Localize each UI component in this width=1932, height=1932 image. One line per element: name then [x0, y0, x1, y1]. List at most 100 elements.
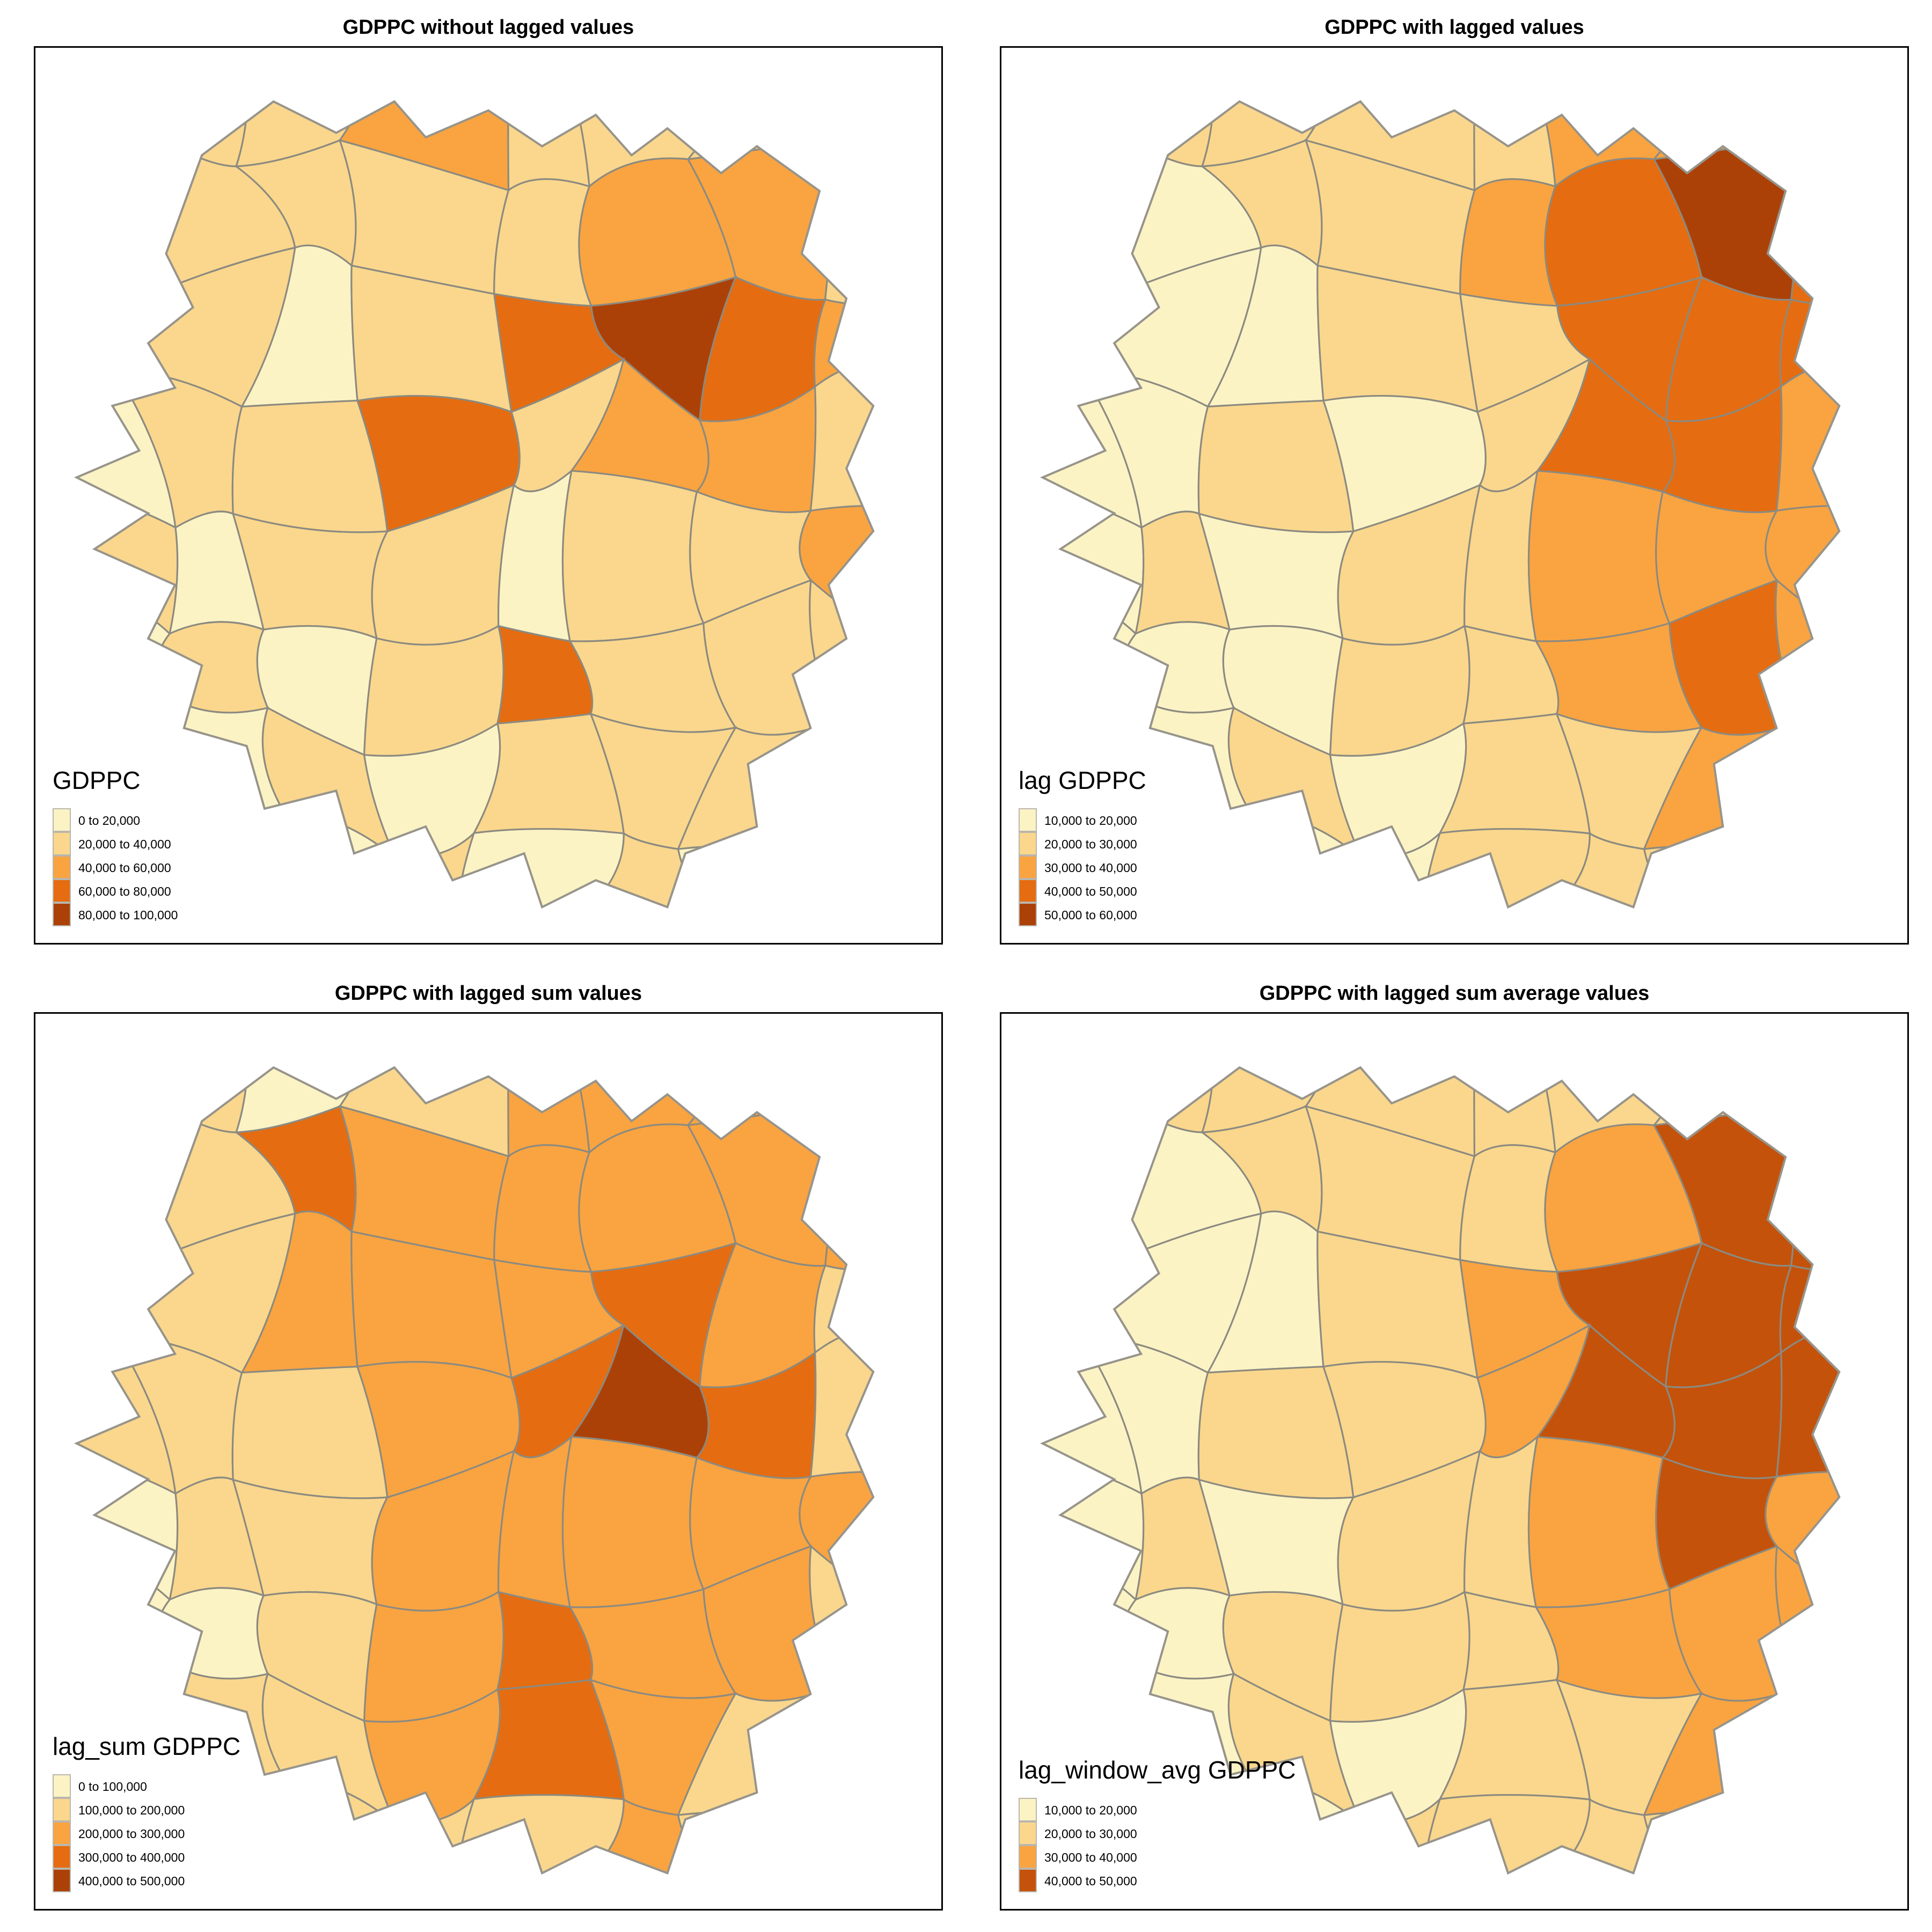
legend-row: 20,000 to 40,000 — [53, 832, 178, 856]
legend-label: 200,000 to 300,000 — [78, 1826, 185, 1841]
legend-label: 40,000 to 50,000 — [1044, 884, 1137, 898]
county-polygon — [677, 845, 840, 908]
legend-label: 20,000 to 40,000 — [78, 837, 171, 851]
legend-row: 200,000 to 300,000 — [53, 1821, 240, 1846]
county-polygon — [76, 1536, 171, 1663]
county-polygon — [1643, 1811, 1806, 1874]
panel-lag-window-avg-gdppc: GDPPC with lagged sum average values lag… — [966, 966, 1932, 1932]
legend-row: 20,000 to 30,000 — [1019, 1821, 1296, 1846]
county-polygon — [1419, 1794, 1591, 1874]
legend-rows: 10,000 to 20,000 20,000 to 30,000 30,000 t… — [1019, 1798, 1296, 1893]
legend-swatch — [53, 1821, 71, 1845]
county-polygon — [1122, 1587, 1235, 1680]
county-polygon — [830, 1067, 874, 1121]
legend-row: 50,000 to 60,000 — [1019, 903, 1146, 927]
legend-label: 30,000 to 40,000 — [1044, 860, 1137, 875]
legend-swatch — [53, 879, 71, 903]
county-polygon — [824, 133, 874, 306]
county-polygon — [1779, 1261, 1840, 1355]
county-polygon — [493, 1144, 593, 1273]
map-legend: lag GDPPC 10,000 to 20,000 20,000 to 30,0… — [1019, 766, 1146, 927]
county-polygon — [171, 806, 283, 908]
county-polygon — [1473, 1067, 1556, 1158]
county-polygon — [1527, 1436, 1671, 1608]
map-frame: lag_sum GDPPC 0 to 100,000 100,000 to 200… — [34, 1012, 943, 1911]
legend-swatch — [53, 1798, 71, 1821]
map-legend: lag_window_avg GDPPC 10,000 to 20,000 20,… — [1019, 1755, 1296, 1893]
legend-label: 40,000 to 50,000 — [1044, 1874, 1137, 1888]
panel-title: GDPPC with lagged values — [1324, 16, 1584, 39]
county-polygon — [160, 694, 283, 851]
county-polygon — [1527, 470, 1671, 642]
legend-row: 100,000 to 200,000 — [53, 1798, 240, 1822]
county-polygon — [799, 504, 874, 641]
county-polygon — [507, 1067, 590, 1158]
panel-lag-gdppc: GDPPC with lagged values lag GDPPC 10,00… — [966, 0, 1932, 966]
county-polygon — [76, 1097, 164, 1274]
county-polygon — [76, 283, 125, 374]
county-polygon — [1796, 101, 1840, 155]
county-polygon — [1643, 845, 1806, 908]
legend-label: 10,000 to 20,000 — [1044, 1803, 1137, 1817]
legend-swatch — [1019, 879, 1037, 903]
county-polygon — [1790, 1099, 1840, 1272]
county-polygon — [1473, 101, 1556, 192]
county-polygon — [677, 1811, 840, 1874]
legend-label: 20,000 to 30,000 — [1044, 837, 1137, 851]
legend-row: 20,000 to 30,000 — [1019, 832, 1146, 856]
choropleth-map — [74, 1066, 875, 1875]
panel-gdppc: GDPPC without lagged values GDPPC 0 to 2… — [0, 0, 966, 966]
county-polygon — [813, 1261, 874, 1355]
county-polygon — [561, 1436, 705, 1608]
legend-row: 80,000 to 100,000 — [53, 903, 178, 927]
county-polygon — [1122, 621, 1235, 714]
legend-swatch — [53, 855, 71, 879]
legend-label: 400,000 to 500,000 — [78, 1874, 185, 1888]
legend-row: 400,000 to 500,000 — [53, 1869, 240, 1893]
legend-swatch — [1019, 855, 1037, 879]
county-polygon — [1459, 178, 1559, 307]
legend-row: 10,000 to 20,000 — [1019, 808, 1146, 832]
county-polygon — [827, 1680, 874, 1841]
legend-label: 300,000 to 400,000 — [78, 1850, 185, 1864]
legend-row: 10,000 to 20,000 — [1019, 1798, 1296, 1822]
county-polygon — [1042, 1536, 1137, 1663]
county-polygon — [1128, 101, 1215, 167]
county-polygon — [453, 1794, 625, 1874]
legend-row: 40,000 to 50,000 — [1019, 1869, 1296, 1893]
county-polygon — [76, 570, 171, 697]
county-polygon — [1137, 806, 1249, 908]
county-polygon — [827, 714, 874, 875]
county-polygon — [76, 131, 164, 308]
county-polygon — [1775, 579, 1840, 721]
county-polygon — [809, 1545, 874, 1687]
choropleth-map — [74, 100, 875, 909]
legend-row: 0 to 100,000 — [53, 1774, 240, 1798]
legend-title: GDPPC — [53, 766, 141, 794]
legend-title: lag_sum GDPPC — [53, 1732, 241, 1760]
county-polygon — [1775, 1326, 1840, 1487]
county-polygon — [809, 360, 874, 521]
legend-row: 0 to 20,000 — [53, 808, 178, 832]
legend-swatch — [1019, 1821, 1037, 1845]
county-polygon — [1793, 1680, 1840, 1841]
legend-row: 40,000 to 60,000 — [53, 855, 178, 880]
map-frame: lag_window_avg GDPPC 10,000 to 20,000 20,… — [1000, 1012, 1909, 1911]
county-polygon — [799, 1470, 874, 1607]
legend-swatch — [1019, 1798, 1037, 1821]
province-outline — [1040, 100, 1841, 909]
legend-label: 0 to 20,000 — [78, 813, 141, 828]
county-polygon — [493, 178, 593, 307]
county-polygon — [561, 470, 705, 642]
map-legend: lag_sum GDPPC 0 to 100,000 100,000 to 200… — [53, 1732, 240, 1893]
county-polygon — [1128, 1067, 1215, 1133]
county-polygon — [828, 850, 874, 908]
legend-swatch — [53, 1774, 71, 1798]
legend-label: 40,000 to 60,000 — [78, 860, 171, 875]
county-polygon — [1042, 101, 1146, 149]
county-polygon — [1459, 1144, 1559, 1273]
county-polygon — [76, 1249, 125, 1340]
legend-label: 30,000 to 40,000 — [1044, 1850, 1137, 1864]
county-polygon — [824, 1099, 874, 1272]
county-polygon — [162, 1067, 249, 1133]
